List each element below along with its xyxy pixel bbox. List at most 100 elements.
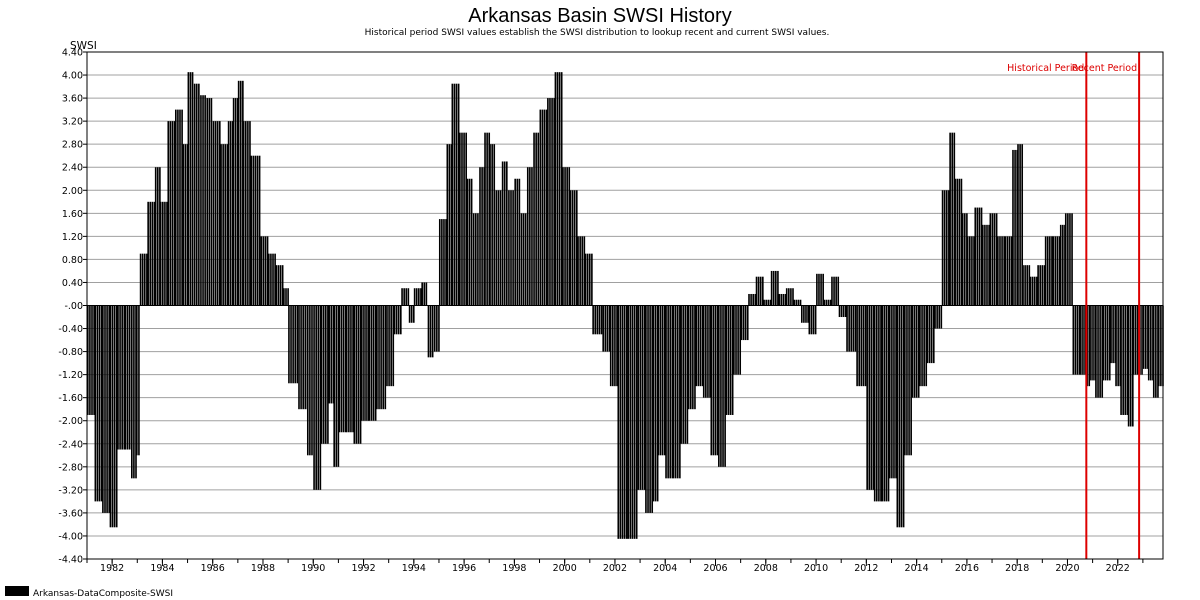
bar [757,276,760,306]
bar [370,305,373,421]
bar [775,270,777,306]
bar [981,224,984,306]
y-axis-ticks: 4.40 4.00 3.60 3.20 2.80 2.40 2.00 1.60 1.20 0.80… [58,48,87,566]
bar [938,305,941,329]
bar [193,83,196,306]
bar [232,98,235,306]
bar [108,305,110,513]
bar [466,178,469,306]
bar [737,305,739,375]
bar [367,305,369,421]
bar [1134,305,1137,375]
x-tick-label: 2000 [553,563,577,574]
bar [682,305,685,444]
bar [637,305,640,490]
bar [104,305,106,513]
bar [829,299,832,306]
bar [797,299,800,306]
bar [1072,305,1075,375]
bar [765,299,767,306]
bar [453,83,456,306]
bar [317,305,320,490]
bar [1064,224,1066,306]
bar [191,72,194,306]
bar [506,161,508,306]
y-tick-label: 1.60 [62,209,83,220]
bar [750,293,752,306]
bar [1078,305,1081,375]
bar [554,72,557,306]
bar [1046,236,1049,306]
x-tick-label: 2016 [955,563,979,574]
bar [782,293,785,306]
bar [169,121,172,306]
bar [633,305,636,539]
bar [418,288,420,306]
bar [645,305,647,513]
bar [226,144,229,306]
bar [672,305,675,479]
bar [1099,305,1101,398]
x-tick-label: 1986 [201,563,225,574]
bar [925,305,928,387]
bar [591,253,593,306]
bar [873,305,876,502]
bar [816,273,818,306]
bar [936,305,938,329]
bar [384,305,387,410]
bar [714,305,717,456]
bar [392,305,395,387]
bar [333,305,335,467]
bar [306,305,309,456]
bar [679,305,681,479]
bar [932,305,935,364]
bar [195,83,198,306]
bar [510,190,512,306]
y-tick-label: -0.80 [58,347,83,358]
y-tick-label: -1.20 [58,370,83,381]
bar [408,305,411,323]
x-tick-label: 1994 [402,563,426,574]
bar [109,305,112,528]
bar [928,305,931,364]
bar [986,224,988,306]
bar [1141,305,1143,375]
bar [337,305,340,467]
bar [748,293,750,306]
bar [294,305,297,384]
bar [958,178,961,306]
bar [164,201,166,306]
bar [139,253,142,306]
bar [117,305,119,450]
bar [1119,305,1122,387]
bar [571,190,574,306]
bar [484,132,486,306]
bar [533,132,535,306]
bar [1031,276,1034,306]
bar [455,83,458,306]
bar [949,132,951,306]
bar [239,80,242,306]
bar [124,305,127,450]
bar [119,305,121,450]
legend: Arkansas-DataComposite-SWSI [5,586,173,599]
bar [616,305,618,387]
bar [904,305,906,456]
bar [1120,305,1122,415]
bar [807,305,809,323]
x-tick-label: 2022 [1106,563,1130,574]
bar [541,109,544,306]
bar [154,167,157,306]
bar [242,80,244,306]
bar [793,299,796,306]
bar [913,305,916,398]
bar [1137,305,1139,375]
plot-frame [86,51,1164,560]
bar [584,253,587,306]
bar [420,288,422,306]
bar [835,276,837,306]
y-tick-label: 4.00 [62,71,83,82]
bar [887,305,890,502]
bar [866,305,868,490]
bar [1069,213,1071,306]
